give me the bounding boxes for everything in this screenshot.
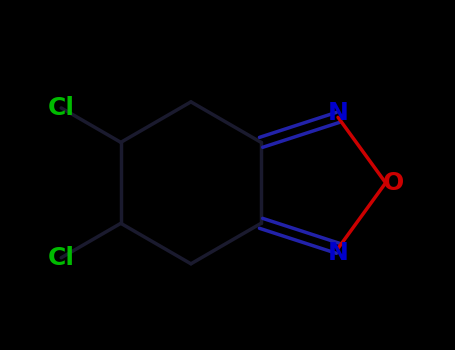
Text: Cl: Cl bbox=[48, 96, 75, 120]
Text: Cl: Cl bbox=[48, 246, 75, 270]
Text: O: O bbox=[383, 171, 404, 195]
Text: N: N bbox=[328, 240, 349, 265]
Text: N: N bbox=[328, 101, 349, 125]
